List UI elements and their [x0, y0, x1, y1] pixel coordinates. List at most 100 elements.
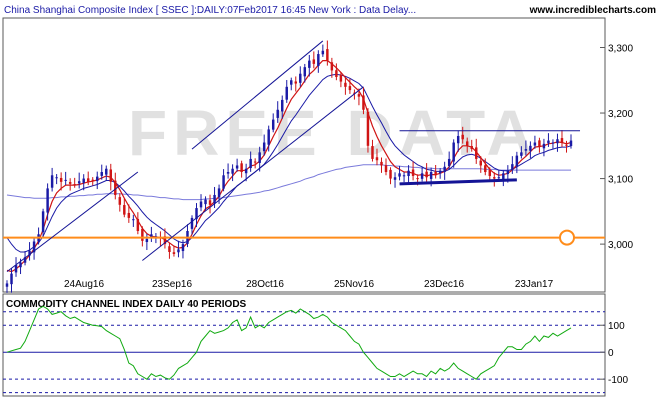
price-tick-label: 3,000 — [608, 240, 633, 251]
candle-down — [425, 171, 428, 178]
candle-up — [524, 149, 528, 151]
candle-up — [271, 119, 275, 130]
chart-title: China Shanghai Composite Index [ SSEC ]:… — [4, 5, 416, 16]
candle-up — [226, 172, 230, 174]
candle-down — [475, 147, 478, 159]
candle-up — [285, 86, 288, 100]
candle-up — [262, 142, 266, 152]
price-panel-frame — [2, 17, 606, 293]
candle-down — [479, 160, 482, 166]
x-tick-label: 24Aug16 — [64, 279, 104, 290]
candle-down — [240, 163, 243, 173]
candle-up — [132, 219, 135, 221]
cci-series — [6, 305, 572, 380]
x-tick-label: 28Oct16 — [246, 279, 284, 290]
candle-up — [50, 175, 54, 188]
candle-up — [299, 73, 302, 83]
candle-up — [420, 173, 424, 179]
candle-down — [362, 95, 365, 110]
candle-up — [77, 181, 81, 184]
trend-line — [6, 171, 139, 273]
candle-down — [380, 161, 383, 166]
candle-down — [91, 179, 94, 181]
candle-up — [258, 152, 261, 163]
candle-up — [46, 188, 49, 213]
candle-down — [470, 146, 473, 150]
candle-up — [276, 109, 279, 118]
candle-up — [222, 175, 225, 189]
candle-up — [100, 172, 103, 176]
candle-up — [82, 178, 85, 183]
candle-up — [281, 99, 284, 112]
candle-up — [520, 152, 523, 156]
candle-down — [141, 228, 144, 241]
candle-down — [73, 184, 76, 186]
candle-down — [344, 82, 347, 87]
candle-up — [177, 249, 180, 253]
candle-up — [393, 177, 397, 180]
candle-down — [484, 165, 487, 173]
site-credit[interactable]: www.incrediblecharts.com — [529, 5, 656, 16]
candle-up — [181, 244, 185, 252]
cci-title: COMMODITY CHANNEL INDEX DAILY 40 PERIODS — [6, 299, 247, 310]
moving-average-long-line — [6, 164, 571, 201]
candle-up — [231, 168, 234, 174]
candle-up — [429, 172, 433, 179]
candle-up — [249, 158, 252, 169]
candle-up — [244, 168, 248, 174]
candle-up — [529, 145, 532, 151]
candle-down — [461, 134, 464, 140]
candle-down — [168, 246, 171, 252]
candle-up — [96, 176, 99, 182]
price-y-axis: 3,300 3,200 3,100 3,000 — [600, 43, 633, 251]
support-marker-circle — [559, 229, 575, 246]
x-tick-label: 23Jan17 — [515, 279, 554, 290]
candle-down — [375, 157, 379, 161]
candle-up — [515, 155, 519, 167]
candle-up — [303, 67, 307, 77]
candle-down — [68, 182, 72, 184]
candle-up — [235, 165, 239, 169]
candle-up — [506, 170, 510, 175]
cci-panel-frame — [2, 293, 606, 397]
candle-up — [217, 188, 221, 198]
candle-up — [398, 173, 401, 177]
candle-down — [118, 197, 122, 205]
candle-up — [105, 168, 108, 175]
candle-down — [208, 200, 212, 205]
candle-down — [312, 59, 316, 64]
candle-up — [10, 273, 13, 285]
candle-down — [339, 74, 343, 82]
candle-up — [23, 257, 27, 263]
support-range-line — [399, 178, 517, 186]
candle-down — [357, 94, 361, 97]
candle-up — [443, 166, 446, 172]
candle-down — [127, 212, 131, 218]
candle-up — [551, 142, 555, 144]
candle-down — [389, 169, 392, 179]
price-candles — [5, 40, 573, 293]
candle-down — [114, 180, 117, 195]
candle-up — [190, 217, 194, 229]
candle-up — [497, 177, 501, 179]
candle-up — [569, 140, 573, 147]
candle-down — [172, 252, 176, 254]
x-tick-label: 25Nov16 — [334, 279, 374, 290]
candle-down — [109, 169, 113, 182]
candle-up — [145, 238, 149, 243]
candle-down — [493, 177, 496, 179]
price-tick-label: 3,300 — [608, 43, 633, 54]
candle-up — [55, 177, 58, 179]
price-tick-label: 3,200 — [608, 109, 633, 120]
candle-up — [32, 241, 36, 253]
candle-up — [64, 179, 67, 181]
candle-up — [41, 211, 45, 233]
candle-down — [326, 49, 329, 61]
candle-up — [290, 80, 293, 85]
trend-line — [191, 40, 324, 150]
candle-up — [267, 129, 270, 145]
candle-down — [371, 146, 374, 159]
candle-down — [59, 177, 63, 182]
candle-down — [335, 70, 338, 77]
candle-down — [465, 141, 469, 146]
